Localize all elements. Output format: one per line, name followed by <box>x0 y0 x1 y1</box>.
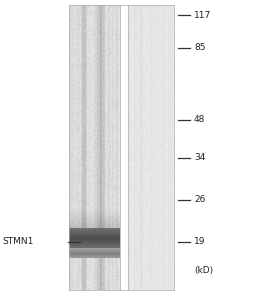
Text: 48: 48 <box>194 116 205 124</box>
Text: 26: 26 <box>194 196 205 205</box>
Text: (kD): (kD) <box>194 266 213 274</box>
Text: 117: 117 <box>194 11 211 20</box>
Text: 34: 34 <box>194 154 205 163</box>
Text: 19: 19 <box>194 238 206 247</box>
Text: STMN1: STMN1 <box>2 238 33 247</box>
Text: 85: 85 <box>194 44 206 52</box>
